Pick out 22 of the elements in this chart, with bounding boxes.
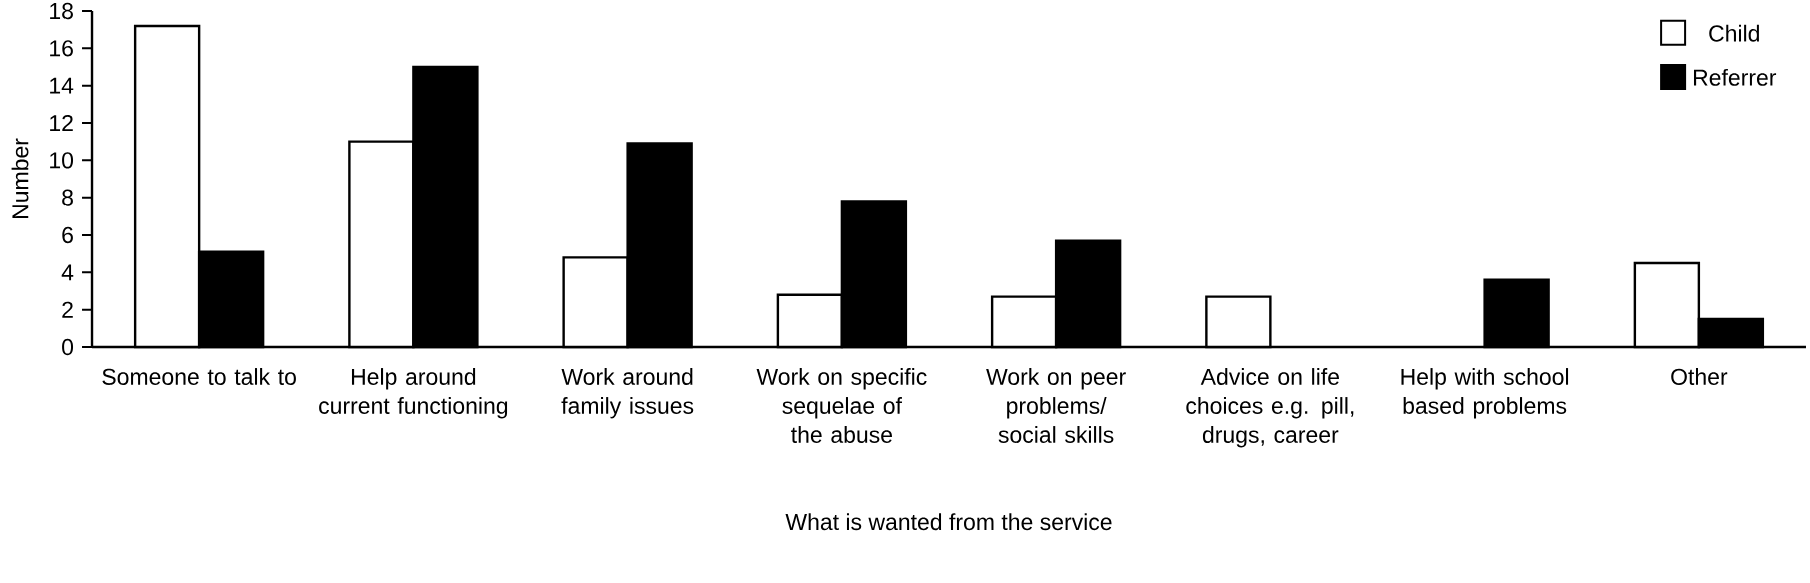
y-tick-label: 0 [62, 338, 74, 356]
x-axis-title: What is wanted from the service [785, 513, 1112, 531]
legend-label: Referrer [1693, 68, 1777, 86]
y-tick-label: 6 [62, 226, 73, 244]
y-tick-label: 18 [50, 2, 73, 20]
y-tick-label: 4 [61, 264, 74, 281]
x-tick-label: Help around current functioning [319, 368, 508, 419]
legend-label: Child [1709, 24, 1759, 42]
y-tick-label: 12 [50, 114, 73, 132]
y-axis-title: Number [11, 138, 29, 219]
x-tick-label: Work on specific sequelae of the abuse [756, 368, 927, 443]
x-tick-label: Someone to talk to [102, 368, 296, 385]
x-tick-label: Advice on life choices e.g. pill, drugs, career [1186, 368, 1354, 448]
y-tick-label: 10 [50, 152, 74, 169]
x-tick-label: Work on peer problems/ social skills [986, 368, 1126, 443]
y-tick-label: 2 [62, 301, 73, 318]
x-tick-label: Work around family issues [561, 368, 694, 419]
x-tick-label: Help with school based problems [1401, 368, 1569, 419]
y-tick-label: 16 [50, 40, 73, 57]
y-tick-label: 14 [50, 77, 74, 94]
x-tick-label: Other [1671, 368, 1728, 385]
y-tick-label: 8 [62, 189, 73, 206]
